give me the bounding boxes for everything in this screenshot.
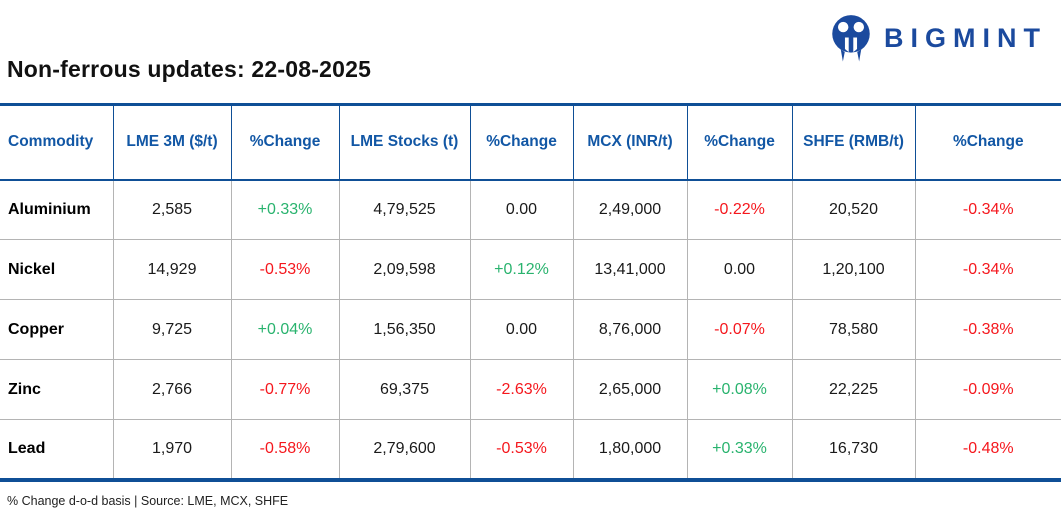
commodity-cell: Copper	[0, 299, 113, 360]
table-row-zinc: Zinc 2,766 -0.77% 69,375 -2.63% 2,65,000…	[0, 359, 1061, 420]
change-cell: -0.53%	[469, 419, 573, 482]
table-header-row: Commodity LME 3M ($/t) %Change LME Stock…	[0, 103, 1061, 181]
change-cell: +0.33%	[230, 179, 339, 240]
change-cell: -0.22%	[686, 179, 792, 240]
value-cell: 2,79,600	[338, 419, 470, 482]
change-cell: -0.34%	[914, 179, 1061, 240]
value-cell: 2,09,598	[338, 239, 470, 300]
value-cell: 14,929	[112, 239, 231, 300]
change-cell: -0.38%	[914, 299, 1061, 360]
change-cell: +0.12%	[469, 239, 573, 300]
value-cell: 1,56,350	[338, 299, 470, 360]
table-row-nickel: Nickel 14,929 -0.53% 2,09,598 +0.12% 13,…	[0, 239, 1061, 300]
header-mcx: MCX (INR/t)	[572, 103, 687, 181]
table-row-lead: Lead 1,970 -0.58% 2,79,600 -0.53% 1,80,0…	[0, 419, 1061, 482]
value-cell: 9,725	[112, 299, 231, 360]
value-cell: 20,520	[791, 179, 915, 240]
value-cell: 78,580	[791, 299, 915, 360]
value-cell: 1,20,100	[791, 239, 915, 300]
change-cell: -0.58%	[230, 419, 339, 482]
value-cell: 1,80,000	[572, 419, 687, 482]
page-title: Non-ferrous updates: 22-08-2025	[7, 56, 372, 82]
value-cell: 2,766	[112, 359, 231, 420]
change-cell: -2.63%	[469, 359, 573, 420]
change-cell: 0.00	[469, 179, 573, 240]
change-cell: +0.08%	[686, 359, 792, 420]
commodity-cell: Aluminium	[0, 179, 113, 240]
value-cell: 2,585	[112, 179, 231, 240]
bigmint-m-circle-icon	[828, 13, 874, 63]
header-lme-3m: LME 3M ($/t)	[112, 103, 231, 181]
value-cell: 1,970	[112, 419, 231, 482]
header-commodity: Commodity	[0, 103, 113, 181]
footnote: % Change d-o-d basis | Source: LME, MCX,…	[7, 494, 289, 508]
change-cell: 0.00	[686, 239, 792, 300]
value-cell: 4,79,525	[338, 179, 470, 240]
change-cell: -0.48%	[914, 419, 1061, 482]
change-cell: -0.53%	[230, 239, 339, 300]
change-cell: +0.33%	[686, 419, 792, 482]
header-lme-3m-change: %Change	[230, 103, 339, 181]
commodity-table: Commodity LME 3M ($/t) %Change LME Stock…	[0, 103, 1061, 482]
value-cell: 16,730	[791, 419, 915, 482]
change-cell: -0.07%	[686, 299, 792, 360]
brand-logo: BIGMINT	[828, 13, 1047, 63]
table-row-aluminium: Aluminium 2,585 +0.33% 4,79,525 0.00 2,4…	[0, 179, 1061, 240]
value-cell: 69,375	[338, 359, 470, 420]
value-cell: 22,225	[791, 359, 915, 420]
change-cell: 0.00	[469, 299, 573, 360]
brand-name: BIGMINT	[884, 22, 1047, 53]
header-mcx-change: %Change	[686, 103, 792, 181]
value-cell: 2,65,000	[572, 359, 687, 420]
header-lme-stocks: LME Stocks (t)	[338, 103, 470, 181]
value-cell: 2,49,000	[572, 179, 687, 240]
value-cell: 8,76,000	[572, 299, 687, 360]
header-lme-stocks-change: %Change	[469, 103, 573, 181]
commodity-cell: Nickel	[0, 239, 113, 300]
value-cell: 13,41,000	[572, 239, 687, 300]
header-shfe: SHFE (RMB/t)	[791, 103, 915, 181]
change-cell: -0.77%	[230, 359, 339, 420]
header-shfe-change: %Change	[914, 103, 1061, 181]
commodity-cell: Lead	[0, 419, 113, 482]
table-row-copper: Copper 9,725 +0.04% 1,56,350 0.00 8,76,0…	[0, 299, 1061, 360]
change-cell: -0.34%	[914, 239, 1061, 300]
change-cell: +0.04%	[230, 299, 339, 360]
change-cell: -0.09%	[914, 359, 1061, 420]
commodity-cell: Zinc	[0, 359, 113, 420]
